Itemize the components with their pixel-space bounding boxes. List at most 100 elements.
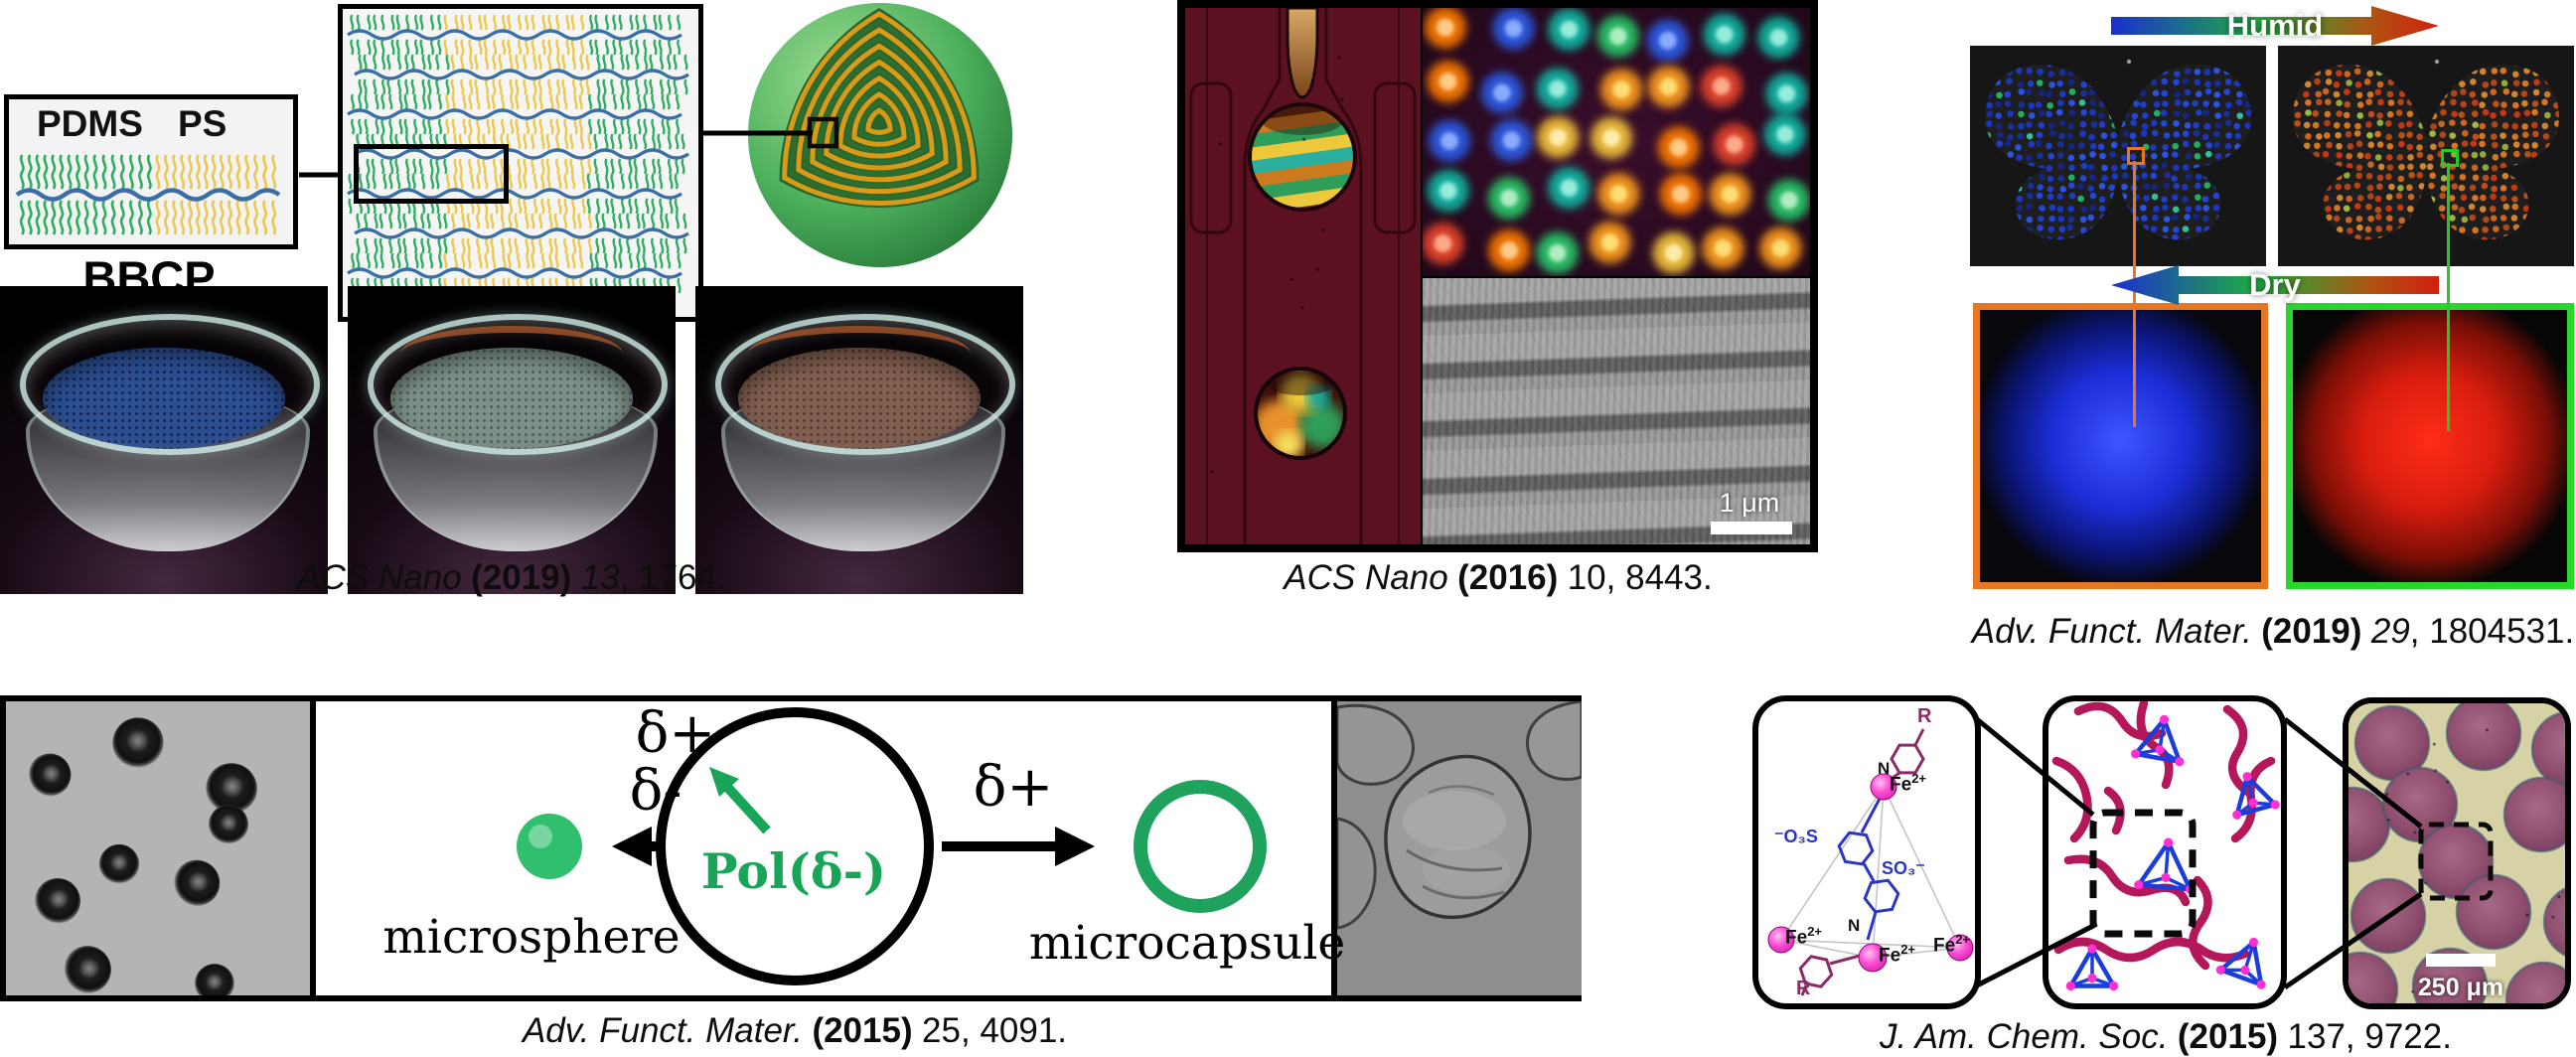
citation-afm-2019: Adv. Funct. Mater. (2019) 29, 1804531. [1935, 612, 2576, 652]
citation-journal: Adv. Funct. Mater. [522, 1011, 803, 1050]
delta-minus-label: δ- [629, 759, 682, 824]
fe-label: Fe2+ [1785, 924, 1822, 949]
sem-scalebar-label: 1 μm [1719, 488, 1780, 518]
photonic-dot-array-photo [1423, 8, 1810, 276]
capsule-schematic-panel [0, 695, 1582, 1001]
blue-reflection-disc [1980, 310, 2261, 582]
fe-charge: 2+ [1955, 932, 1971, 947]
dish-copper-reflection [399, 326, 624, 382]
polymer-network-diagram [2051, 701, 2280, 991]
marker-square-orange [2127, 147, 2145, 165]
citation-volume: 25 [922, 1011, 961, 1050]
petri-dish-blue-photo [0, 286, 328, 594]
microfluidic-panel-frame: 1 μm [1177, 0, 1818, 552]
microspheres-micrograph [6, 701, 316, 995]
citation-pages: , 4091. [960, 1011, 1068, 1050]
microfluidic-chip-photo [1185, 8, 1421, 544]
blue-reflection-box [1973, 303, 2268, 589]
onion-photonic-sphere [748, 3, 1012, 267]
capsule-schematic-diagram [517, 707, 1267, 985]
microsphere-dot [517, 814, 582, 879]
dashed-zoom-rect [2089, 809, 2197, 938]
citation-year: (2016) [1457, 558, 1559, 597]
fe-symbol: Fe [1879, 945, 1901, 967]
fe-cage-box [1752, 695, 1981, 1009]
sem-scalebar [1711, 522, 1792, 534]
citation-jacs-2015: J. Am. Chem. Soc. (2015) 137, 9722. [1813, 1017, 2518, 1057]
red-reflection-box [2286, 303, 2574, 589]
fe-label: Fe2+ [1879, 942, 1915, 967]
marker-square-green [2441, 149, 2459, 167]
pdms-label: PDMS [37, 103, 143, 144]
citation-afm-2015: Adv. Funct. Mater. (2015) 25, 4091. [417, 1011, 1172, 1051]
citation-journal: ACS Nano [297, 558, 462, 597]
citation-journal: J. Am. Chem. Soc. [1880, 1017, 2169, 1056]
sulfonate-right-label: SO₃⁻ [1882, 858, 1925, 878]
pol-arrow [723, 783, 771, 834]
bottlebrush-polymer-diagram [15, 154, 281, 235]
link-line-green [2447, 163, 2450, 431]
microsphere-label: microsphere [382, 910, 681, 965]
fe-charge: 2+ [1911, 771, 1927, 786]
delta-plus-top-label: δ+ [635, 701, 716, 766]
fe-charge: 2+ [1900, 942, 1916, 957]
microcapsule-label: microcapsule [1028, 916, 1346, 971]
dashed-zoom-rect [2418, 822, 2494, 901]
citation-year: (2015) [2177, 1017, 2279, 1056]
network-box [2043, 695, 2287, 1009]
humid-gradient-arrow [2111, 6, 2439, 46]
n-atom-label: N [1878, 759, 1891, 778]
citation-volume: 137 [2287, 1017, 2346, 1056]
butterfly-orange-photo [2278, 46, 2574, 266]
microcapsule-ring [1134, 780, 1267, 913]
fe-label: Fe2+ [1890, 771, 1926, 796]
citation-volume: 29 [2370, 612, 2410, 651]
citation-acs-nano-2019: ACS Nano (2019) 13, 1764. [114, 558, 909, 598]
zoom-highlight-rect [354, 144, 509, 204]
lamellar-assembly-box [338, 4, 703, 322]
n-atom-label: N [1848, 916, 1861, 935]
fe-charge: 2+ [1807, 924, 1823, 939]
lamellar-assembly-diagram [347, 14, 689, 294]
fe-cage-diagram [1767, 728, 1974, 996]
citation-volume: 10 [1567, 558, 1606, 597]
dish-rim [19, 313, 321, 456]
citation-pages: , 1804531. [2409, 612, 2575, 651]
dish-copper-reflection [747, 326, 972, 382]
butterfly-blue-photo [1970, 46, 2266, 266]
dish-rim [367, 313, 669, 456]
dry-label: Dry [2249, 267, 2301, 302]
dry-gradient-arrow [2111, 265, 2439, 305]
citation-acs-nano-2016: ACS Nano (2016) 10, 8443. [1150, 558, 1846, 598]
fe-symbol: Fe [1890, 774, 1912, 796]
bbcp-legend-box: PDMS PS [4, 94, 298, 249]
sulfonate-left-label: ⁻O₃S [1774, 827, 1818, 846]
r-group-top-label: R [1917, 705, 1932, 727]
microgel-scalebar-label: 250 μm [2417, 974, 2504, 1001]
dish-rim [714, 313, 1016, 456]
petri-dish-red-photo [695, 286, 1023, 594]
fe-symbol: Fe [1785, 927, 1808, 949]
sem-cross-section-photo: 1 μm [1423, 278, 1810, 544]
microgel-photo-box: 250 μm [2343, 697, 2571, 1009]
fe-label: Fe2+ [1933, 932, 1970, 957]
citation-pages: , 1764. [619, 558, 726, 597]
citation-year: (2015) [812, 1011, 913, 1050]
pol-delta-label: Pol(δ-) [700, 842, 887, 900]
red-reflection-disc [2293, 310, 2567, 582]
citation-year: (2019) [471, 558, 572, 597]
citation-journal: ACS Nano [1284, 558, 1448, 597]
microcapsules-micrograph [1331, 701, 1582, 995]
humid-label: Humid [2226, 8, 2324, 43]
link-line-orange [2133, 161, 2136, 427]
citation-year: (2019) [2261, 612, 2362, 651]
citation-journal: Adv. Funct. Mater. [1971, 612, 2252, 651]
fe-symbol: Fe [1933, 935, 1956, 957]
delta-plus-right-label: δ+ [973, 755, 1054, 820]
citation-pages: , 8443. [1605, 558, 1713, 597]
r-group-bottom-label: R [1796, 978, 1811, 999]
ps-label: PS [178, 103, 227, 144]
citation-volume: 13 [580, 558, 620, 597]
microgel-scalebar [2426, 954, 2496, 967]
